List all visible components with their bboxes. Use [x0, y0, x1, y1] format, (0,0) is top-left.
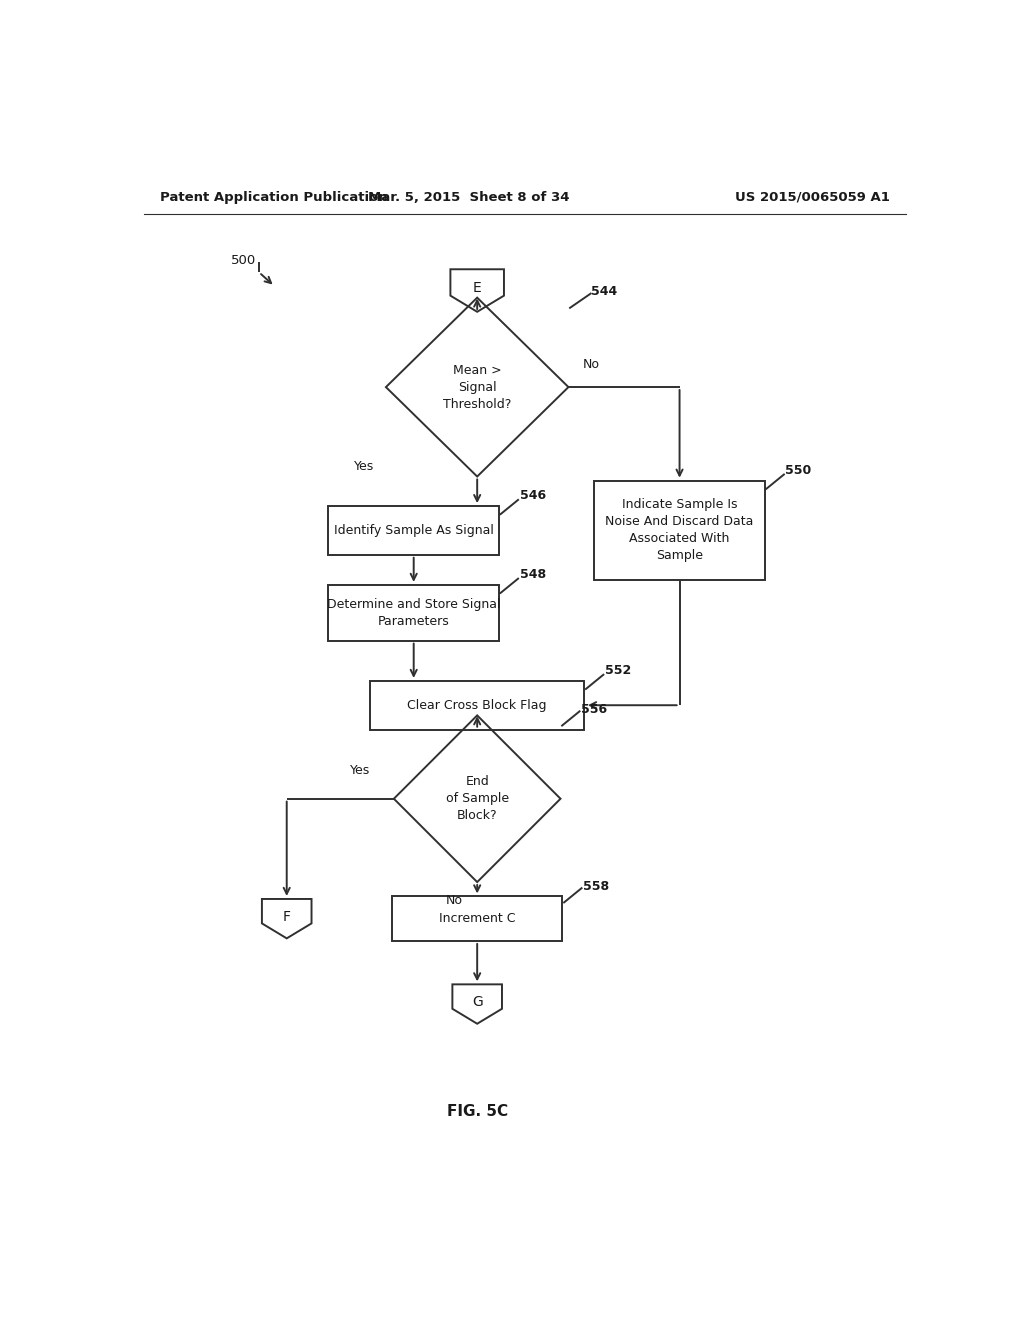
Text: Identify Sample As Signal: Identify Sample As Signal	[334, 524, 494, 537]
Text: 500: 500	[231, 253, 256, 267]
Text: 550: 550	[785, 463, 812, 477]
Text: 552: 552	[605, 664, 631, 677]
Text: FIG. 5C: FIG. 5C	[446, 1105, 508, 1119]
Text: No: No	[445, 894, 463, 907]
Text: 558: 558	[583, 879, 609, 892]
Text: Mar. 5, 2015  Sheet 8 of 34: Mar. 5, 2015 Sheet 8 of 34	[369, 190, 570, 203]
Text: G: G	[472, 995, 482, 1008]
Text: 546: 546	[519, 490, 546, 503]
Text: 548: 548	[519, 568, 546, 581]
Text: Mean >
Signal
Threshold?: Mean > Signal Threshold?	[443, 363, 511, 411]
Text: Increment C: Increment C	[439, 912, 515, 925]
Text: E: E	[473, 281, 481, 296]
Text: 556: 556	[582, 702, 607, 715]
Text: Indicate Sample Is
Noise And Discard Data
Associated With
Sample: Indicate Sample Is Noise And Discard Dat…	[605, 499, 754, 562]
Text: Patent Application Publication: Patent Application Publication	[160, 190, 387, 203]
Text: F: F	[283, 909, 291, 924]
Text: End
of Sample
Block?: End of Sample Block?	[445, 775, 509, 822]
Text: No: No	[583, 358, 600, 371]
Text: Clear Cross Block Flag: Clear Cross Block Flag	[408, 698, 547, 711]
Text: Determine and Store Signal
Parameters: Determine and Store Signal Parameters	[327, 598, 501, 628]
Text: Yes: Yes	[350, 764, 371, 776]
Text: US 2015/0065059 A1: US 2015/0065059 A1	[735, 190, 890, 203]
Text: Yes: Yes	[353, 459, 374, 473]
Text: 544: 544	[591, 285, 616, 298]
